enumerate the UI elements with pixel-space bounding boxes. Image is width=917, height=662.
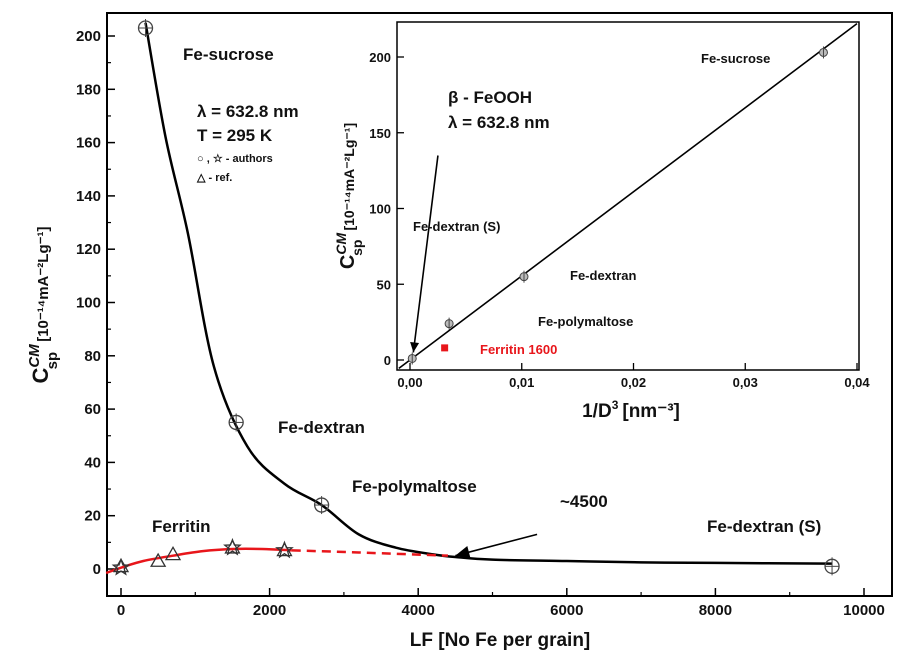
inset-label-material: β - FeOOH	[448, 88, 532, 107]
inset-y-tick-label: 200	[369, 50, 391, 65]
main-chart: 0 2000 4000 6000 8000 10000020406080100120140…	[26, 12, 893, 651]
main-y-tick-label: 0	[93, 561, 101, 578]
main-x-tick-label: 4000	[402, 602, 435, 619]
main-curves	[105, 22, 833, 575]
inset-fit-line	[398, 23, 858, 369]
main-y-tick-label: 200	[76, 28, 101, 45]
main-y-axis-title: CCMsp [10⁻¹⁴mA⁻²Lg⁻¹]	[26, 226, 61, 383]
main-x-tick-label: 8000	[699, 602, 732, 619]
inset-label-fe-sucrose: Fe-sucrose	[701, 51, 770, 66]
inset-y-title-main: C	[337, 255, 359, 269]
inset-x-title-sup: 3	[612, 398, 619, 412]
inset-circle-point	[818, 46, 828, 59]
inset-y-title-sub: sp	[349, 240, 365, 256]
inset-label-fe-dextran: Fe-dextran	[570, 268, 637, 283]
main-ticks: 0 2000 4000 6000 8000 10000020406080100120140…	[76, 28, 885, 619]
inset-x-axis-title: 1/D3 [nm⁻³]	[582, 398, 680, 422]
inset-y-tick-label: 0	[384, 353, 391, 368]
legend-authors: ○ , ☆ - authors	[197, 153, 273, 165]
label-lambda: λ = 632.8 nm	[197, 102, 299, 121]
legend-ref: △ - ref.	[196, 172, 232, 184]
inset-y-title-sup: CM	[333, 233, 349, 255]
main-y-tick-label: 120	[76, 241, 101, 258]
inset-ticks: 0,00 0,01 0,02 0,03 0,04 0 50 100 150 200	[369, 50, 870, 390]
crossover-arrow-head	[455, 546, 471, 559]
label-fe-polymaltose: Fe-polymaltose	[352, 477, 477, 496]
main-x-axis-title: LF [No Fe per grain]	[410, 630, 591, 651]
inset-chart: 0,00 0,01 0,02 0,03 0,04 0 50 100 150 200 β - FeO…	[333, 21, 870, 422]
label-ferritin: Ferritin	[152, 517, 211, 536]
black-fit-curve	[144, 22, 833, 565]
red-fit-curve	[105, 547, 292, 575]
main-y-tick-label: 180	[76, 81, 101, 98]
main-y-title-units: [10⁻¹⁴mA⁻²Lg⁻¹]	[35, 226, 52, 341]
inset-y-tick-label: 150	[369, 126, 391, 141]
inset-x-tick-label: 0,03	[733, 375, 758, 390]
inset-lines	[398, 23, 858, 369]
inset-fe-dextran-s-arrow	[412, 155, 439, 353]
inset-y-axis-title: CCMsp [10⁻¹⁴mA⁻²Lg⁻¹]	[333, 123, 365, 269]
red-dashed-extrapolation	[291, 549, 448, 557]
inset-y-title-units: [10⁻¹⁴mA⁻²Lg⁻¹]	[341, 123, 357, 231]
main-y-title-sub: sp	[44, 352, 61, 370]
main-points	[111, 19, 840, 576]
svg-text:1/D3[nm⁻³]: 1/D3 [nm⁻³]	[582, 398, 680, 422]
inset-ferritin-point	[441, 344, 449, 352]
ref-triangle-point	[224, 539, 241, 554]
main-plot-frame	[106, 12, 893, 597]
inset-x-title-units: [nm⁻³]	[622, 401, 680, 422]
main-y-tick-label: 140	[76, 188, 101, 205]
label-fe-sucrose: Fe-sucrose	[183, 45, 274, 64]
main-y-tick-label: 80	[84, 348, 101, 365]
inset-x-tick-label: 0,04	[844, 375, 870, 390]
inset-label-fe-polymaltose: Fe-polymaltose	[538, 314, 633, 329]
author-star-point	[111, 557, 131, 576]
inset-circle-point	[407, 352, 417, 365]
inset-y-tick-label: 50	[377, 277, 391, 292]
inset-label-ferritin: Ferritin 1600	[480, 342, 557, 357]
inset-circle-point	[444, 317, 454, 330]
inset-x-title-main: 1/D	[582, 401, 612, 422]
author-star-point	[223, 537, 242, 556]
inset-label-fe-dextran-s: Fe-dextran (S)	[413, 219, 500, 234]
inset-x-tick-label: 0,02	[621, 375, 646, 390]
inset-x-tick-label: 0,01	[509, 375, 534, 390]
label-temperature: T = 295 K	[197, 126, 273, 145]
inset-plot-frame	[396, 21, 860, 371]
main-y-tick-label: 40	[84, 454, 101, 471]
label-fe-dextran-s: Fe-dextran (S)	[707, 517, 821, 536]
main-y-tick-label: 60	[84, 401, 101, 418]
inset-circle-point	[519, 270, 529, 283]
author-circle-point	[228, 413, 244, 432]
inset-fe-dextran-s-arrow-head	[410, 341, 420, 353]
main-y-tick-label: 160	[76, 135, 101, 152]
svg-text:CCMsp[10⁻¹⁴mA⁻²Lg⁻¹]: CCMsp [10⁻¹⁴mA⁻²Lg⁻¹]	[333, 123, 365, 269]
label-crossover: ~4500	[560, 492, 608, 511]
label-fe-dextran: Fe-dextran	[278, 418, 365, 437]
crossover-arrow	[455, 533, 538, 557]
ref-triangle-point	[150, 552, 167, 567]
main-x-tick-label: 0	[117, 602, 125, 619]
main-x-tick-label: 10000	[843, 602, 885, 619]
main-y-tick-label: 20	[84, 508, 101, 525]
ref-triangle-point	[276, 542, 293, 557]
author-circle-point	[137, 19, 154, 38]
inset-y-tick-label: 100	[369, 202, 391, 217]
main-x-tick-label: 6000	[550, 602, 583, 619]
author-circle-point	[313, 496, 330, 515]
main-x-tick-label: 2000	[253, 602, 286, 619]
main-y-tick-label: 100	[76, 295, 101, 312]
main-y-title-main: C	[28, 368, 53, 384]
author-circle-point	[824, 557, 840, 576]
author-star-point	[275, 540, 294, 559]
inset-x-tick-label: 0,00	[397, 375, 422, 390]
main-y-title-sup: CM	[26, 344, 43, 368]
inset-points	[407, 46, 828, 365]
inset-label-lambda: λ = 632.8 nm	[448, 113, 550, 132]
ref-triangle-point	[164, 546, 182, 561]
svg-text:CCMsp[10⁻¹⁴mA⁻²Lg⁻¹]: CCMsp [10⁻¹⁴mA⁻²Lg⁻¹]	[26, 226, 61, 383]
